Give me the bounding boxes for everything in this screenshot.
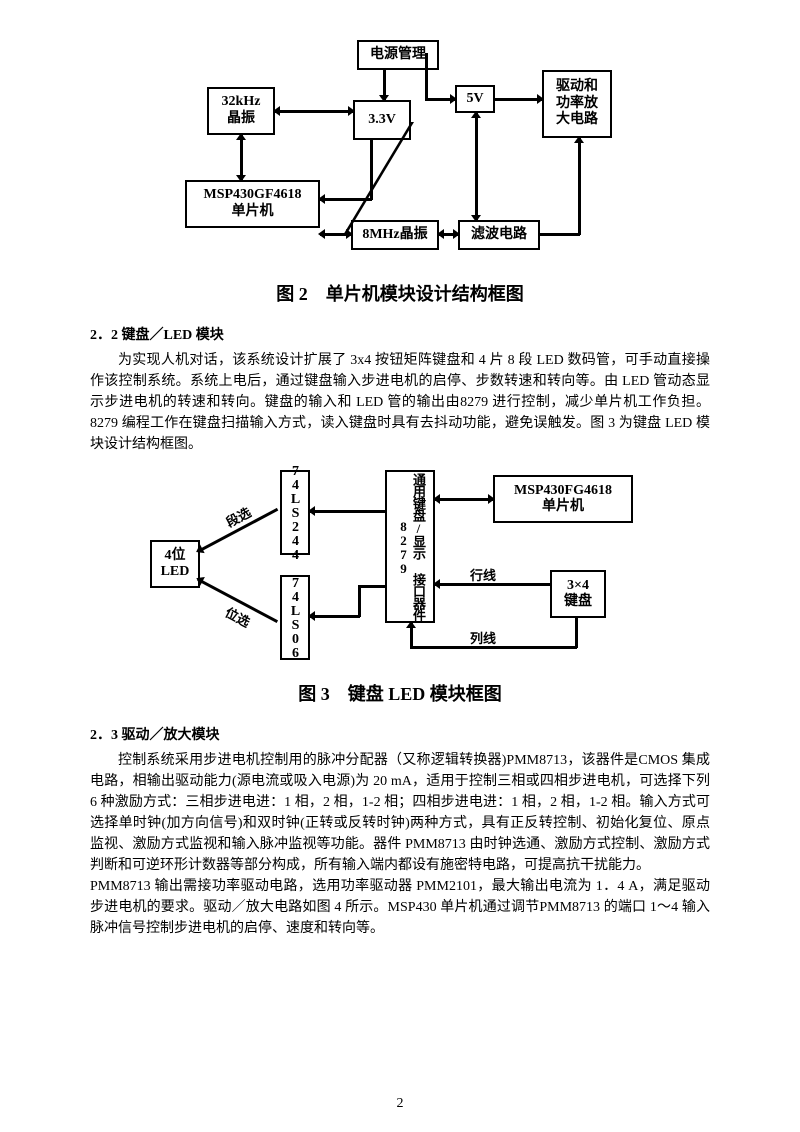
diagram3-caption: 图 3 键盘 LED 模块框图 — [90, 680, 710, 706]
d3-keyboard-box: 3×4 键盘 — [550, 570, 606, 618]
d3-mcu-box: MSP430FG4618 单片机 — [493, 475, 633, 523]
diagram2: 电源管理 5V 驱动和 功率放 大电路 32kHz 晶振 3.3V MSP430… — [165, 40, 635, 265]
d2-line — [320, 233, 351, 236]
section-23-p2: PMM8713 输出需接功率驱动电路，选用功率驱动器 PMM2101，最大输出电… — [90, 876, 710, 939]
d2-line — [578, 138, 581, 235]
diagram3: 4位 LED 74LS244 74LS06 通用键盘/显示 接口器件8279 M… — [150, 470, 650, 665]
d2-5v-box: 5V — [455, 85, 495, 113]
diagram2-caption: 图 2 单片机模块设计结构框图 — [90, 280, 710, 306]
d3-line — [435, 498, 493, 501]
d2-line — [240, 135, 243, 180]
d2-line — [495, 98, 542, 101]
d2-line — [275, 110, 353, 113]
diagram3-container: 4位 LED 74LS244 74LS06 通用键盘/显示 接口器件8279 M… — [90, 470, 710, 665]
page-number: 2 — [0, 1096, 800, 1112]
d3-line — [310, 510, 385, 513]
d3-led-box: 4位 LED — [150, 540, 200, 588]
d2-line — [425, 98, 455, 101]
section-22-title: 2．2 键盘／LED 模块 — [90, 324, 710, 344]
d3-8279-box: 通用键盘/显示 接口器件8279 — [385, 470, 435, 623]
d3-label-lie: 列线 — [470, 628, 496, 647]
d2-amp-box: 驱动和 功率放 大电路 — [542, 70, 612, 138]
d2-line — [383, 70, 386, 100]
d3-74ls244-box: 74LS244 — [280, 470, 310, 555]
d2-line — [425, 53, 428, 100]
d2-mcu-box: MSP430GF4618 单片机 — [185, 180, 320, 228]
section-22-p1: 为实现人机对话，该系统设计扩展了 3x4 按钮矩阵键盘和 4 片 8 段 LED… — [90, 350, 710, 455]
d2-filter-box: 滤波电路 — [458, 220, 540, 250]
d3-label-duan: 段选 — [222, 502, 254, 531]
d3-line — [358, 585, 361, 617]
d3-8279-text: 通用键盘/显示 接口器件8279 — [395, 472, 425, 621]
d3-line — [310, 615, 360, 618]
d3-line — [575, 618, 578, 648]
d3-line — [410, 623, 413, 648]
section-23-p1: 控制系统采用步进电机控制用的脉冲分配器（又称逻辑转换器)PMM8713，该器件是… — [90, 750, 710, 876]
section-23-title: 2．3 驱动／放大模块 — [90, 724, 710, 744]
diagram2-container: 电源管理 5V 驱动和 功率放 大电路 32kHz 晶振 3.3V MSP430… — [90, 40, 710, 265]
d2-crystal8-box: 8MHz晶振 — [351, 220, 439, 250]
d3-label-hang: 行线 — [470, 565, 496, 584]
d2-crystal32-box: 32kHz 晶振 — [207, 87, 275, 135]
d3-line — [358, 585, 385, 588]
d2-line — [540, 233, 580, 236]
d2-line — [475, 113, 478, 220]
d2-line — [439, 233, 458, 236]
d3-74ls06-box: 74LS06 — [280, 575, 310, 660]
